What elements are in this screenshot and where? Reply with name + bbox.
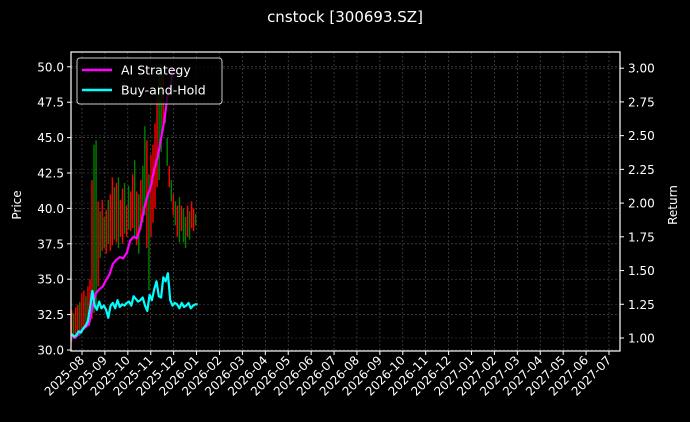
y-right-tick-label: 1.00	[628, 332, 655, 346]
y-axis-label-right: Return	[666, 185, 680, 225]
y-right-tick-label: 1.75	[628, 230, 655, 244]
y-tick-label: 32.5	[37, 308, 64, 322]
plot-frame	[70, 51, 621, 352]
y-axis-label-left: Price	[10, 190, 24, 219]
y-right-tick-label: 2.75	[628, 95, 655, 109]
y-tick-label: 40.0	[37, 202, 64, 216]
y-tick-label: 50.0	[37, 60, 64, 74]
y-right-tick-label: 2.50	[628, 129, 655, 143]
legend-label-buy-and-hold: Buy-and-Hold	[121, 83, 206, 98]
y-tick-label: 47.5	[37, 96, 64, 110]
y-right-tick-label: 2.00	[628, 197, 655, 211]
y-tick-label: 42.5	[37, 167, 64, 181]
chart-title: cnstock [300693.SZ]	[267, 8, 423, 26]
y-tick-label: 30.0	[37, 344, 64, 358]
price-bars	[70, 63, 197, 342]
series-ai-strategy	[71, 67, 178, 340]
y-axis-left: 30.0 32.5 35.0 37.5 40.0 42.5 45.0 47.5 50.0	[37, 60, 71, 358]
legend-box	[76, 57, 223, 105]
y-right-tick-label: 2.25	[628, 163, 655, 177]
y-axis-right: 1.00 1.25 1.50 1.75 2.00 2.25 2.50 2.75 3.00	[620, 62, 655, 346]
series-buy-and-hold	[70, 272, 198, 338]
return-lines	[70, 67, 198, 340]
legend: AI Strategy Buy-and-Hold	[76, 57, 223, 105]
y-tick-label: 35.0	[37, 273, 64, 287]
y-tick-label: 37.5	[37, 237, 64, 251]
x-axis: 2025-082025-092025-102025-112025-122026-…	[42, 351, 614, 399]
y-tick-label: 45.0	[37, 131, 64, 145]
legend-label-ai-strategy: AI Strategy	[121, 63, 191, 78]
y-right-tick-label: 3.00	[628, 62, 655, 76]
y-right-tick-label: 1.50	[628, 264, 655, 278]
y-right-tick-label: 1.25	[628, 298, 655, 312]
